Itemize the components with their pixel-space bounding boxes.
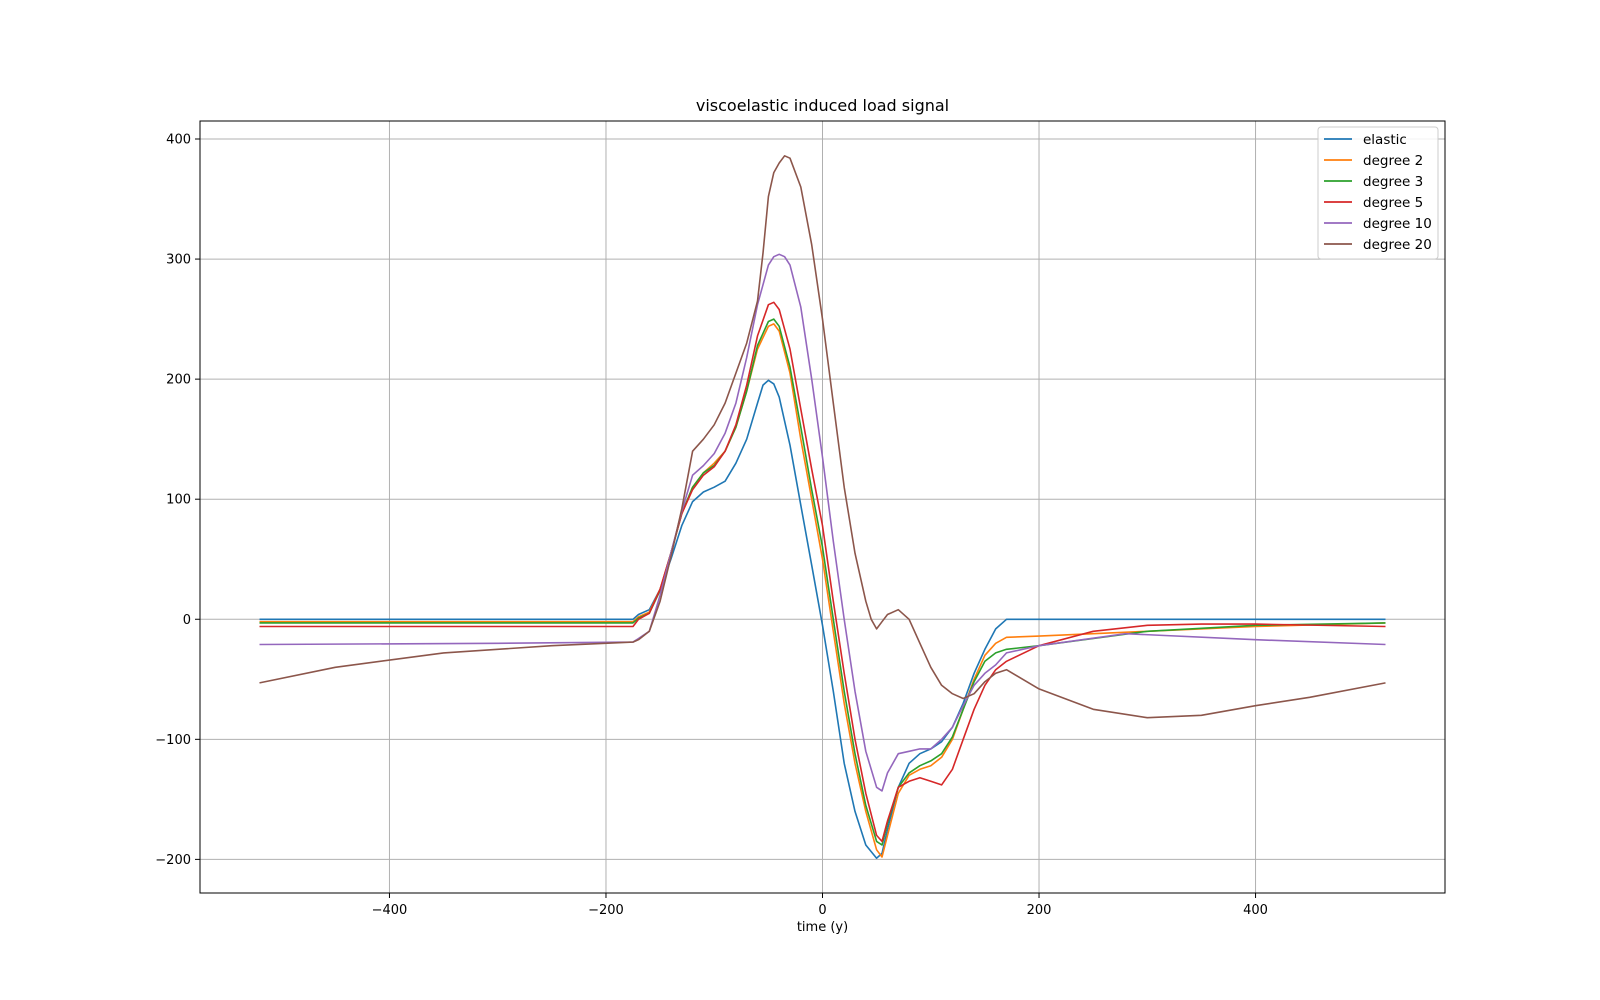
y-tick-label: 0 (183, 613, 191, 628)
chart-title: viscoelastic induced load signal (696, 96, 949, 115)
x-tick-label: −400 (372, 903, 408, 918)
x-axis-label: time (y) (797, 920, 848, 935)
series-line-degree-20 (259, 155, 1386, 719)
y-tick-label: 300 (166, 253, 191, 268)
y-tick-label: −200 (155, 853, 191, 868)
series-line-degree-10 (259, 253, 1386, 792)
y-tick-label: 100 (166, 493, 191, 508)
legend-entry: degree 3 (1363, 174, 1423, 190)
legend-entry: degree 10 (1363, 216, 1432, 232)
series-lines (259, 155, 1386, 859)
y-tick-label: 400 (166, 133, 191, 148)
legend-entry: degree 2 (1363, 153, 1423, 169)
x-tick-label: 400 (1243, 903, 1268, 918)
x-tick-label: −200 (588, 903, 624, 918)
legend-entry: elastic (1363, 132, 1407, 148)
x-tick-label: 200 (1027, 903, 1052, 918)
legend-entry: degree 5 (1363, 195, 1423, 211)
legend-entry: degree 20 (1363, 237, 1432, 253)
legend: elastic degree 2 degree 3 degree 5 degree 10… (1317, 126, 1439, 260)
grid (200, 121, 1445, 893)
x-tick-label: 0 (818, 903, 826, 918)
series-line-elastic (259, 379, 1386, 859)
axis-ticks: −400 −200 0 200 400 −200 −100 0 100 200 300 400 (155, 133, 1268, 918)
y-tick-label: −100 (155, 733, 191, 748)
y-tick-label: 200 (166, 373, 191, 388)
